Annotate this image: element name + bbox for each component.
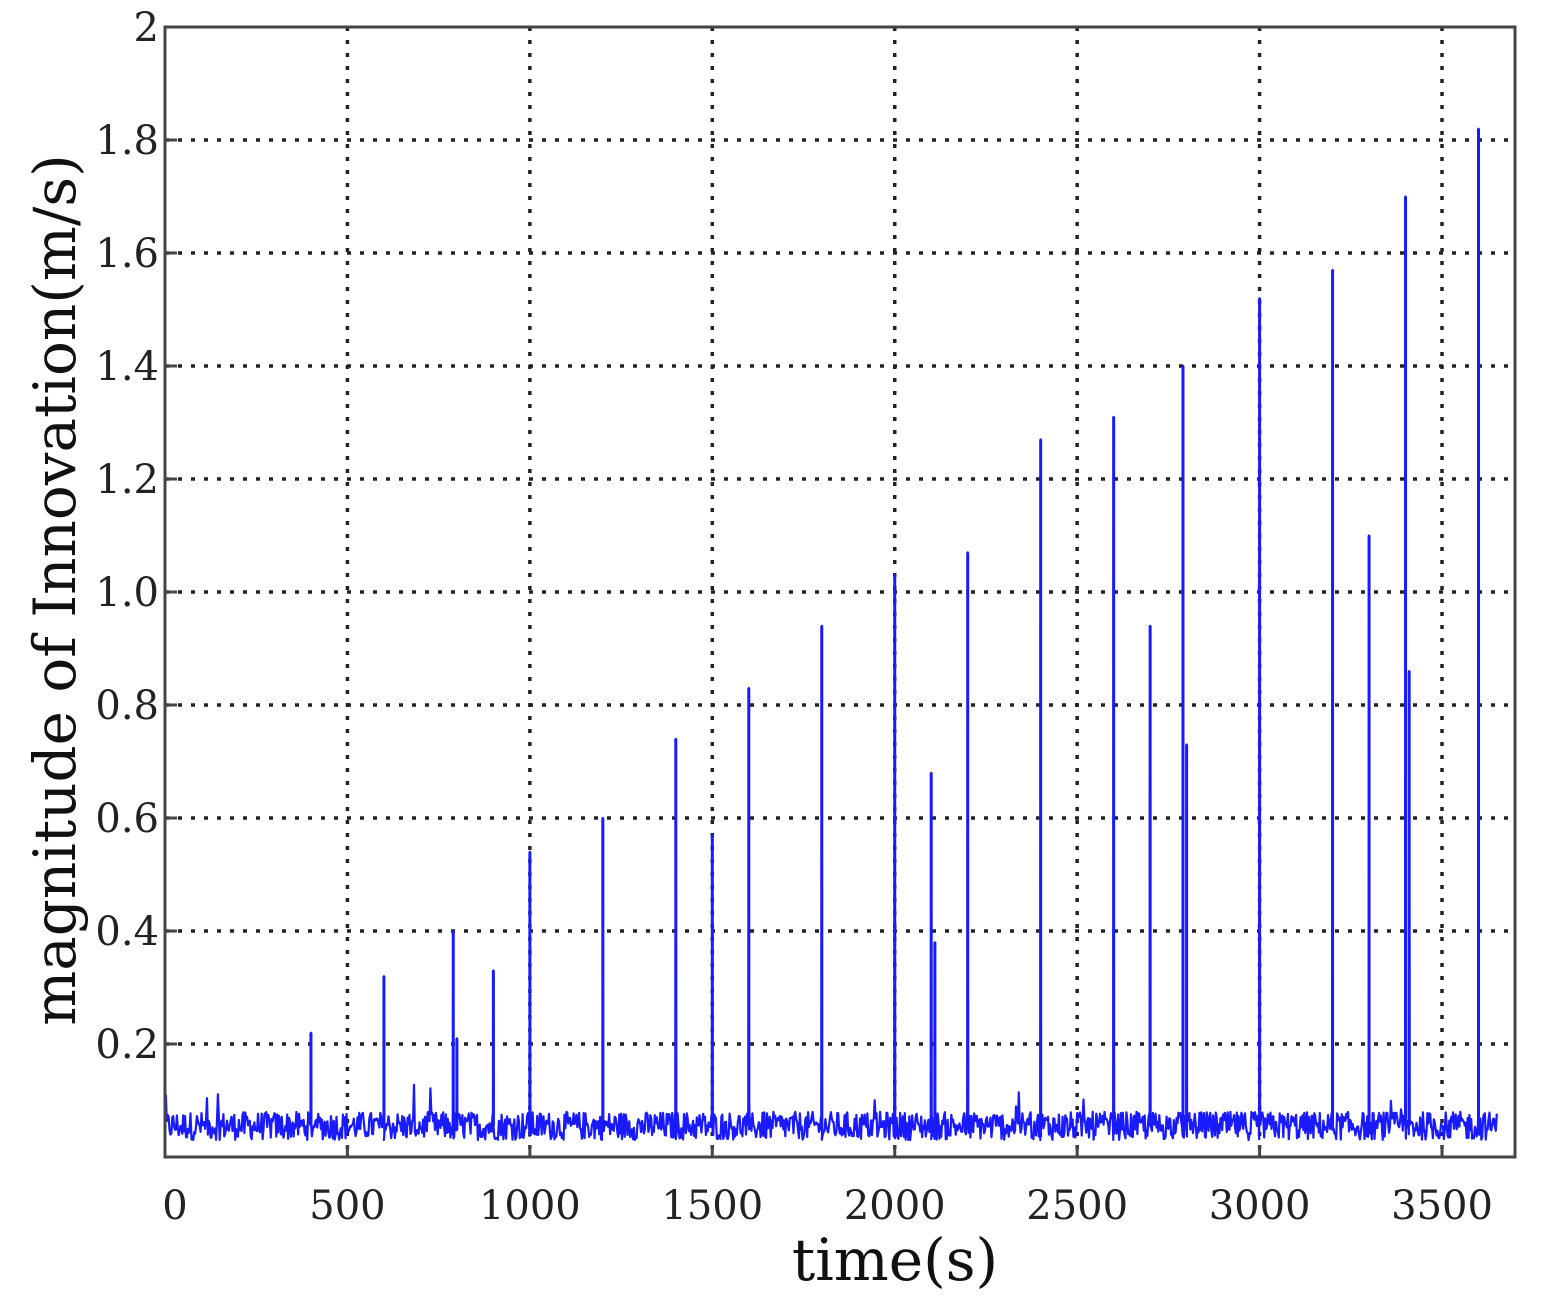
grid (165, 27, 1515, 1157)
y-tick-label: 0.8 (95, 683, 159, 729)
x-tick-label: 1500 (661, 1183, 763, 1229)
y-tick-label: 2 (134, 5, 159, 51)
x-axis-title: time(s) (792, 1226, 998, 1294)
innovation-series-line (163, 127, 1498, 1142)
x-tick-label: 1000 (479, 1183, 581, 1229)
y-tick-label: 0.2 (95, 1022, 159, 1068)
tick-layer: 0 500 1000 1500 2000 2500 3000 3500 0.2 0.4 0.6 0.8… (95, 5, 1493, 1229)
x-tick-label: 0 (162, 1183, 187, 1229)
x-tick-label: 3000 (1209, 1183, 1311, 1229)
series-layer (163, 127, 1498, 1142)
x-tick-label: 3500 (1391, 1183, 1493, 1229)
y-tick-label: 0.6 (95, 796, 159, 842)
y-tick-label: 1.6 (95, 231, 159, 277)
x-tick-label: 2000 (844, 1183, 946, 1229)
y-tick-label: 1.8 (95, 118, 159, 164)
y-tick-label: 0.4 (95, 909, 159, 955)
x-tick-label: 500 (309, 1183, 385, 1229)
y-tick-label: 1.4 (95, 344, 159, 390)
y-axis-title: magnitude of Innovation(m/s) (21, 154, 89, 1026)
y-tick-label: 1.2 (95, 457, 159, 503)
x-tick-label: 2500 (1026, 1183, 1128, 1229)
y-tick-label: 1.0 (95, 570, 159, 616)
